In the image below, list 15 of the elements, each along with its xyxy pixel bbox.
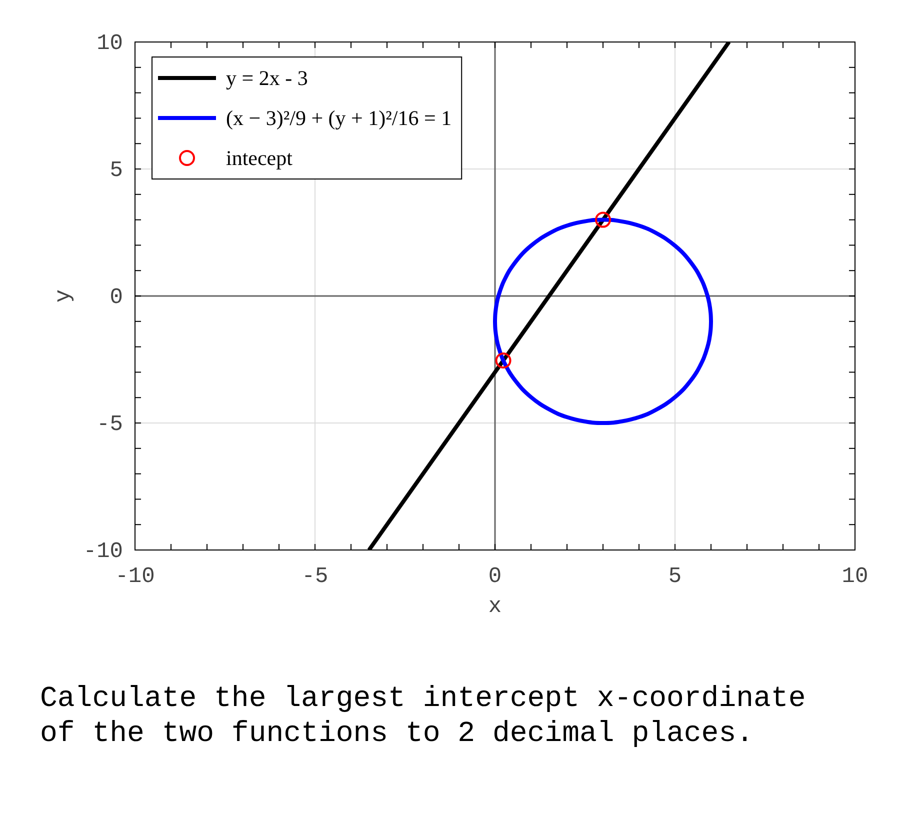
x-axis-title: x (488, 594, 502, 619)
legend-label: (x − 3)²/9 + (y + 1)²/16 = 1 (226, 106, 452, 130)
x-tick-label: 10 (842, 564, 868, 589)
legend-label: intecept (226, 146, 293, 170)
text: Calculate the largest intercept x-coordinate of the two functions to 2 decimal places. (40, 682, 806, 750)
legend-label: y = 2x - 3 (226, 66, 308, 90)
y-tick-label: 5 (110, 158, 123, 183)
y-tick-label: 0 (110, 285, 123, 310)
y-tick-label: -10 (83, 539, 123, 564)
x-tick-label: -5 (302, 564, 328, 589)
y-tick-label: -5 (96, 412, 123, 437)
y-tick-label: 10 (96, 31, 123, 56)
x-tick-label: 0 (488, 564, 502, 589)
y-axis-title: y (51, 289, 76, 303)
x-tick-label: 5 (668, 564, 682, 589)
